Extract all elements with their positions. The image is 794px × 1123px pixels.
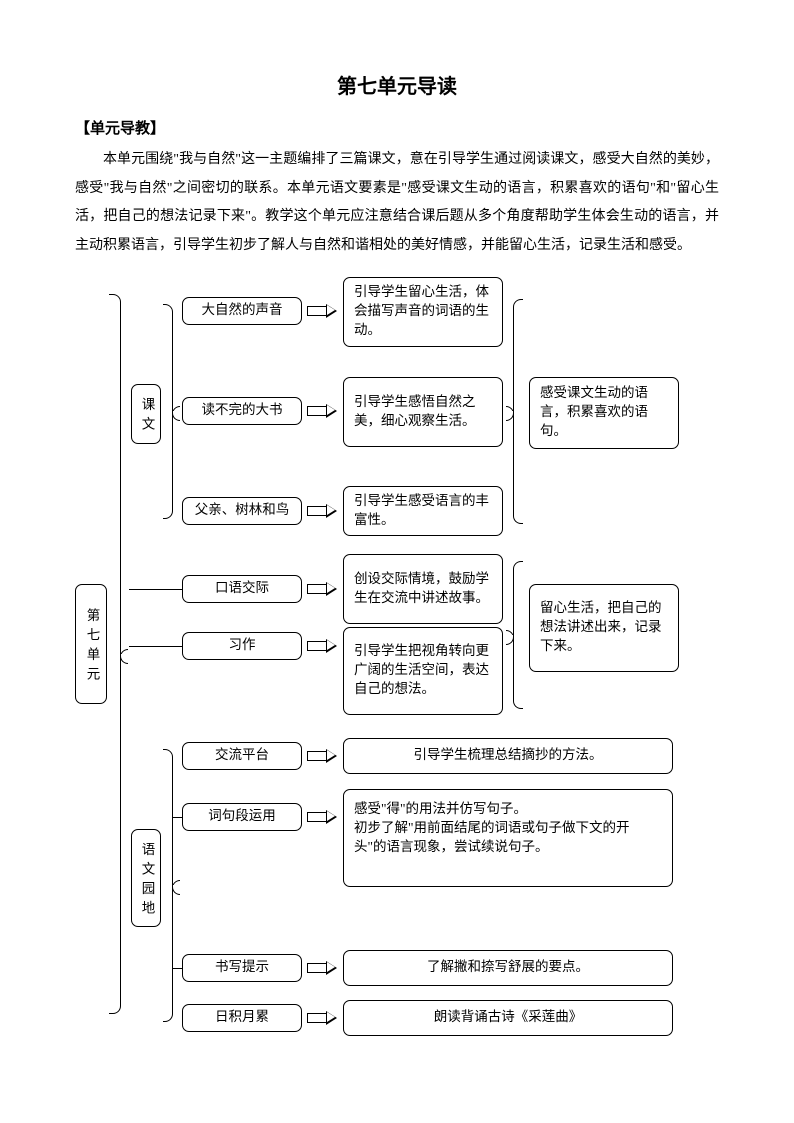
item-fuqin: 父亲、树林和鸟 [182, 497, 302, 525]
connector-line [129, 589, 182, 590]
connector-line [173, 968, 182, 969]
summary-kewen: 感受课文生动的语言，积累喜欢的语句。 [529, 377, 679, 449]
intro-paragraph: 本单元围绕"我与自然"这一主题编排了三篇课文，意在引导学生通过阅读课文，感受大自… [75, 146, 719, 261]
section-heading: 【单元导教】 [75, 117, 719, 138]
page-title: 第七单元导读 [75, 70, 719, 99]
desc-jiaoliupingtai: 引导学生梳理总结摘抄的方法。 [343, 738, 673, 774]
item-xizuo: 习作 [182, 632, 302, 660]
unit-diagram: 第七单元 课文 大自然的声音 引导学生留心生活，体会描写声音的词语的生动。 读不… [75, 279, 719, 1049]
arrow-icon [307, 582, 337, 596]
root-box: 第七单元 [75, 584, 107, 704]
group-kewen-right-brace [513, 299, 523, 524]
item-rijiyuelei: 日积月累 [182, 1004, 302, 1032]
arrow-icon [307, 749, 337, 763]
desc-dubuwandedashu: 引导学生感悟自然之美，细心观察生活。 [343, 377, 503, 447]
root-brace [109, 294, 121, 1014]
group-yuwenyuandi-box: 语文园地 [131, 829, 161, 927]
desc-kouyujiaoji: 创设交际情境，鼓励学生在交流中讲述故事。 [343, 554, 503, 624]
item-jiaoliupingtai: 交流平台 [182, 742, 302, 770]
summary-group2: 留心生活，把自己的想法讲述出来，记录下来。 [529, 584, 679, 672]
connector-line [173, 817, 182, 818]
group-yuwenyuandi-brace [163, 749, 173, 1022]
desc-cijuduanyunyong: 感受"得"的用法并仿写句子。 初步了解"用前面结尾的词语或句子做下文的开头"的语… [343, 789, 673, 887]
arrow-icon [307, 810, 337, 824]
item-daziran: 大自然的声音 [182, 297, 302, 325]
arrow-icon [307, 404, 337, 418]
desc-daziran: 引导学生留心生活，体会描写声音的词语的生动。 [343, 277, 503, 347]
item-cijuduanyunyong: 词句段运用 [182, 803, 302, 831]
desc-xizuo: 引导学生把视角转向更广阔的生活空间，表达自己的想法。 [343, 627, 503, 715]
arrow-icon [307, 1011, 337, 1025]
group2-right-brace [513, 561, 523, 709]
desc-rijiyuelei: 朗读背诵古诗《采莲曲》 [343, 1000, 673, 1036]
item-shuxietishi: 书写提示 [182, 954, 302, 982]
arrow-icon [307, 304, 337, 318]
arrow-icon [307, 961, 337, 975]
desc-shuxietishi: 了解撇和捺写舒展的要点。 [343, 950, 673, 986]
connector-line [129, 646, 182, 647]
item-dubuwandedashu: 读不完的大书 [182, 397, 302, 425]
arrow-icon [307, 639, 337, 653]
item-kouyujiaoji: 口语交际 [182, 575, 302, 603]
group-kewen-brace [163, 304, 173, 519]
group-kewen-box: 课文 [131, 384, 161, 444]
arrow-icon [307, 504, 337, 518]
desc-fuqin: 引导学生感受语言的丰富性。 [343, 486, 503, 536]
